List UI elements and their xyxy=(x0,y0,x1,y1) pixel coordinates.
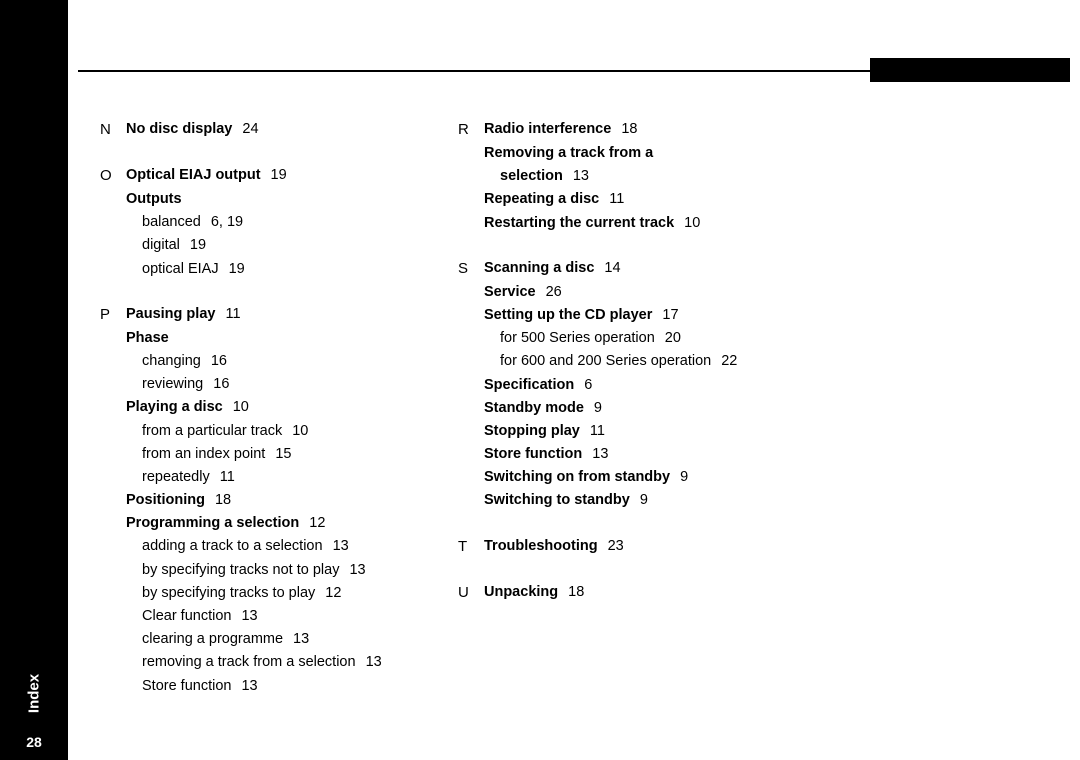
page-number: 28 xyxy=(0,734,68,750)
index-subentry: optical EIAJ19 xyxy=(100,258,410,281)
index-subentry: from an index point15 xyxy=(100,443,410,466)
index-entry: Programming a selection12 xyxy=(100,512,410,535)
index-subentry: digital19 xyxy=(100,234,410,257)
index-subentry: reviewing16 xyxy=(100,373,410,396)
index-letter-u: U Unpacking18 xyxy=(458,581,768,605)
index-letter: R xyxy=(458,118,484,142)
index-letter-t: T Troubleshooting23 xyxy=(458,535,768,559)
index-letter-n: N No disc display24 xyxy=(100,118,410,142)
index-letter: O xyxy=(100,164,126,188)
index-letter: S xyxy=(458,257,484,281)
index-subentry: adding a track to a selection13 xyxy=(100,535,410,558)
index-entry: Specification6 xyxy=(458,374,768,397)
page: Index 28 N No disc display24 O Optical E… xyxy=(0,0,1080,760)
index-letter: U xyxy=(458,581,484,605)
sidebar-tab-label: Index xyxy=(26,660,43,728)
index-entry: Stopping play11 xyxy=(458,420,768,443)
index-column-2: R Radio interference18 Removing a track … xyxy=(458,118,768,720)
index-entry: Switching to standby9 xyxy=(458,489,768,512)
index-entry: P Pausing play11 xyxy=(100,303,410,327)
index-entry: Positioning18 xyxy=(100,489,410,512)
index-entry: O Optical EIAJ output19 xyxy=(100,164,410,188)
index-entry: Store function13 xyxy=(458,443,768,466)
index-entry: Removing a track from a xyxy=(458,142,768,165)
index-entry: S Scanning a disc14 xyxy=(458,257,768,281)
index-entry: Switching on from standby9 xyxy=(458,466,768,489)
index-entry: Playing a disc10 xyxy=(100,396,410,419)
index-entry: Phase xyxy=(100,327,410,350)
index-entry: T Troubleshooting23 xyxy=(458,535,768,559)
index-letter: T xyxy=(458,535,484,559)
index-subentry: clearing a programme13 xyxy=(100,628,410,651)
index-entry: Standby mode9 xyxy=(458,397,768,420)
index-letter: P xyxy=(100,303,126,327)
index-subentry: from a particular track10 xyxy=(100,420,410,443)
index-column-1: N No disc display24 O Optical EIAJ outpu… xyxy=(100,118,410,720)
index-entry: Repeating a disc11 xyxy=(458,188,768,211)
index-entry: Restarting the current track10 xyxy=(458,212,768,235)
index-letter: N xyxy=(100,118,126,142)
index-subentry: balanced6, 19 xyxy=(100,211,410,234)
index-entry: N No disc display24 xyxy=(100,118,410,142)
index-letter-o: O Optical EIAJ output19 Outputs balanced… xyxy=(100,164,410,281)
index-entry: R Radio interference18 xyxy=(458,118,768,142)
index-subentry: for 500 Series operation20 xyxy=(458,327,768,350)
index-entry: Service26 xyxy=(458,281,768,304)
index-entry: selection13 xyxy=(458,165,768,188)
index-letter-r: R Radio interference18 Removing a track … xyxy=(458,118,768,235)
index-subentry: removing a track from a selection13 xyxy=(100,651,410,674)
index-subentry: repeatedly11 xyxy=(100,466,410,489)
index-subentry: by specifying tracks not to play13 xyxy=(100,559,410,582)
index-letter-p: P Pausing play11 Phase changing16 review… xyxy=(100,303,410,698)
index-subentry: for 600 and 200 Series operation22 xyxy=(458,350,768,373)
index-subentry: Store function13 xyxy=(100,675,410,698)
header-rule xyxy=(78,70,1070,72)
index-entry: Outputs xyxy=(100,188,410,211)
index-entry: Setting up the CD player17 xyxy=(458,304,768,327)
index-subentry: by specifying tracks to play12 xyxy=(100,582,410,605)
index-subentry: changing16 xyxy=(100,350,410,373)
sidebar-black-bar: Index 28 xyxy=(0,0,68,760)
index-letter-s: S Scanning a disc14 Service26 Setting up… xyxy=(458,257,768,513)
index-content: N No disc display24 O Optical EIAJ outpu… xyxy=(100,118,1060,720)
index-subentry: Clear function13 xyxy=(100,605,410,628)
index-entry: U Unpacking18 xyxy=(458,581,768,605)
